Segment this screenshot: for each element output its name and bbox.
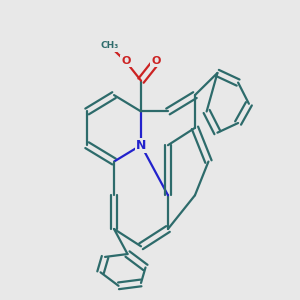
Text: O: O [152,56,161,66]
Text: O: O [121,56,130,66]
Text: N: N [136,139,146,152]
Text: CH₃: CH₃ [100,41,119,50]
